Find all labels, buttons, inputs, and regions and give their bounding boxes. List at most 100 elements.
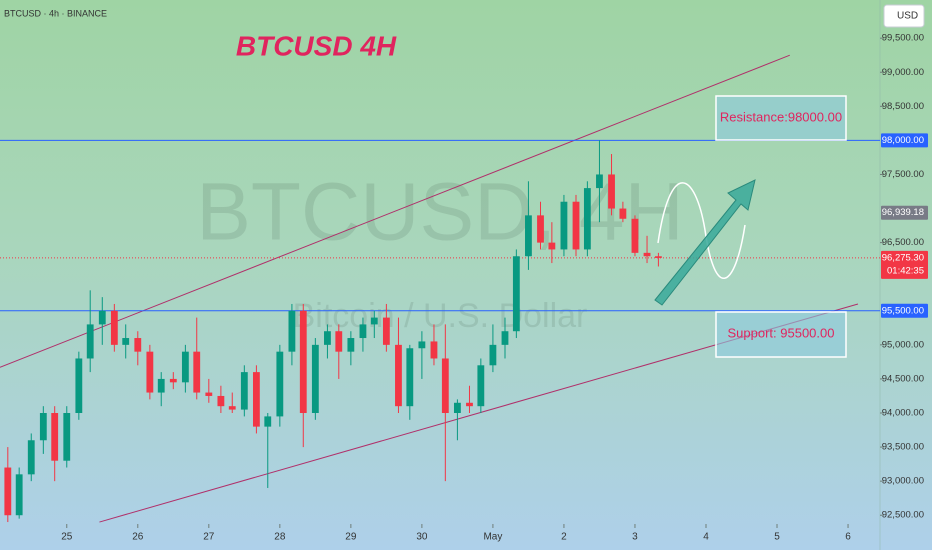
candle-body bbox=[596, 174, 603, 189]
candle bbox=[86, 290, 94, 373]
x-tick-label: 6 bbox=[845, 532, 851, 543]
y-tick-label: 98,500.00 bbox=[882, 101, 924, 112]
candle bbox=[608, 154, 615, 216]
candle-body bbox=[288, 310, 296, 352]
candle bbox=[466, 385, 473, 414]
candle bbox=[240, 365, 248, 417]
projection-curve bbox=[657, 182, 746, 280]
candle bbox=[63, 406, 71, 468]
candle-body bbox=[572, 201, 580, 250]
candle bbox=[4, 447, 12, 523]
candle bbox=[512, 249, 520, 339]
candle bbox=[548, 222, 556, 264]
candle-body bbox=[548, 242, 556, 250]
y-tick-label: 94,500.00 bbox=[882, 373, 924, 384]
candle bbox=[335, 324, 343, 379]
candle bbox=[596, 140, 603, 223]
support-text: Support: 95500.00 bbox=[728, 325, 835, 340]
candle-body bbox=[98, 310, 106, 325]
candle bbox=[418, 331, 426, 379]
candle-body bbox=[51, 413, 59, 461]
candle-body bbox=[477, 365, 485, 407]
candle-body bbox=[146, 351, 154, 393]
last-price-label: 96,275.30 bbox=[882, 252, 924, 263]
candle-body bbox=[311, 344, 319, 414]
candle bbox=[583, 181, 591, 257]
candle-body bbox=[240, 372, 248, 410]
candle-body bbox=[110, 310, 118, 345]
candle-body bbox=[537, 215, 544, 243]
candle-body bbox=[359, 324, 367, 339]
candle-body bbox=[525, 215, 532, 257]
x-tick-label: May bbox=[483, 532, 502, 543]
y-tick-label: 99,500.00 bbox=[882, 33, 924, 44]
y-tick-label: 93,000.00 bbox=[882, 476, 924, 487]
candle-body bbox=[489, 344, 497, 366]
candle bbox=[39, 406, 47, 454]
currency-button[interactable] bbox=[883, 4, 925, 28]
currency-label[interactable]: USD bbox=[897, 11, 918, 22]
candle-body bbox=[39, 413, 47, 441]
candle-body bbox=[86, 324, 94, 359]
hline-price-label: 98,000.00 bbox=[882, 135, 924, 146]
chart-title: BTCUSD 4H bbox=[236, 30, 397, 61]
resistance-box bbox=[715, 95, 847, 141]
candle-body bbox=[205, 392, 213, 396]
candle-body bbox=[631, 218, 639, 253]
candle-body bbox=[382, 317, 390, 345]
candle bbox=[110, 303, 118, 352]
candle-body bbox=[347, 338, 355, 352]
x-tick-label: 25 bbox=[61, 532, 73, 543]
last-price-bg bbox=[881, 250, 928, 279]
candle bbox=[619, 201, 627, 223]
candle-body bbox=[501, 331, 509, 345]
candle bbox=[264, 413, 272, 488]
projection-arrow bbox=[654, 179, 756, 306]
candle bbox=[288, 303, 296, 366]
candle bbox=[311, 338, 319, 420]
hline-price-label-bg bbox=[881, 133, 928, 148]
candle-body bbox=[252, 372, 260, 427]
y-tick-label: 94,000.00 bbox=[882, 408, 924, 419]
candle-body bbox=[512, 256, 520, 332]
candle-body bbox=[395, 344, 402, 407]
candle bbox=[441, 324, 449, 482]
candle bbox=[324, 324, 331, 359]
x-tick-label: 29 bbox=[345, 532, 357, 543]
candle-body bbox=[27, 440, 35, 475]
x-tick-label: 28 bbox=[274, 532, 286, 543]
candle bbox=[631, 215, 639, 257]
x-tick-label: 2 bbox=[561, 532, 567, 543]
x-tick-label: 26 bbox=[132, 532, 144, 543]
price-marker-label-bg bbox=[881, 205, 928, 220]
candle bbox=[146, 344, 154, 400]
y-tick-label: 99,000.00 bbox=[882, 67, 924, 78]
candle-body bbox=[299, 310, 307, 414]
candle bbox=[395, 317, 402, 414]
candle-body bbox=[276, 351, 284, 417]
y-tick-label: 96,500.00 bbox=[882, 237, 924, 248]
candle-body bbox=[181, 351, 189, 383]
candle bbox=[654, 252, 662, 267]
candle bbox=[501, 317, 509, 359]
candle bbox=[276, 344, 284, 427]
candle bbox=[430, 324, 438, 366]
candle bbox=[382, 303, 390, 352]
candle-body bbox=[370, 317, 378, 325]
watermark-subtitle: Bitcoin / U.S. Dollar bbox=[293, 297, 588, 335]
candle-body bbox=[453, 402, 461, 414]
candle-body bbox=[335, 331, 343, 352]
x-tick-label: 5 bbox=[774, 532, 780, 543]
candle bbox=[181, 344, 189, 393]
candle-body bbox=[63, 413, 71, 461]
resistance-text: Resistance:98000.00 bbox=[720, 109, 842, 124]
candle-body bbox=[324, 331, 331, 345]
candle bbox=[477, 358, 485, 414]
candle-body bbox=[228, 406, 236, 410]
candle-body bbox=[134, 338, 142, 352]
candle-body bbox=[654, 256, 662, 258]
candle bbox=[525, 181, 532, 270]
candle-body bbox=[466, 402, 473, 407]
candle-body bbox=[608, 174, 615, 209]
